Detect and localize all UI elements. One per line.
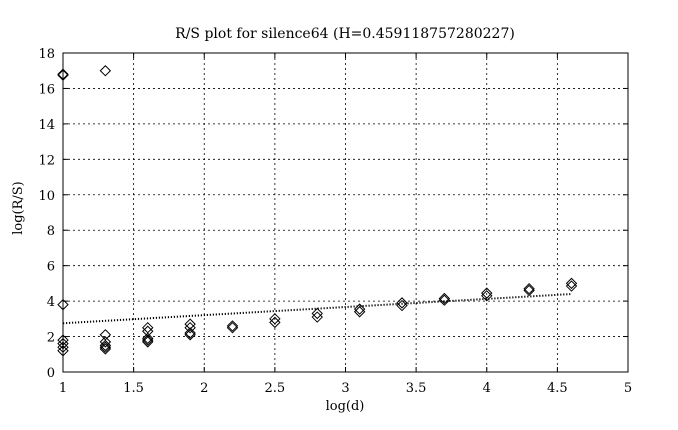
y-tick-label: 18	[38, 47, 55, 62]
data-point-diamond	[99, 336, 112, 348]
chart-title: R/S plot for silence64 (H=0.459118757280…	[175, 26, 515, 42]
y-tick-labels: 0 2 4 6 8 10 12 14 16 18	[38, 47, 55, 381]
data-point-diamond	[226, 320, 239, 332]
data-point-diamond	[184, 321, 196, 334]
x-tick-labels: 1 1.5 2 2.5 3 3.5 4 4.5 5	[59, 381, 632, 396]
x-tick-label: 4.5	[547, 381, 568, 396]
data-point-diamond	[565, 277, 578, 290]
data-point-diamond	[269, 316, 281, 329]
x-tick-label: 2.5	[265, 381, 286, 396]
data-point-diamond	[523, 282, 535, 295]
y-tick-label: 14	[38, 118, 55, 133]
y-tick-label: 4	[47, 295, 55, 310]
fit-line	[62, 293, 572, 325]
y-tick-label: 16	[38, 82, 55, 97]
data-point-diamond	[99, 65, 112, 77]
data-point-diamond	[184, 329, 196, 341]
data-point-diamond	[396, 299, 408, 312]
data-point-diamond	[396, 297, 408, 309]
data-point-diamond	[523, 284, 535, 297]
grid-layer	[63, 53, 628, 372]
data-point-diamond	[99, 329, 112, 341]
x-tick-label: 3	[341, 381, 349, 396]
x-tick-label: 4	[483, 381, 491, 396]
y-tick-label: 8	[47, 224, 55, 239]
data-point-diamond	[99, 343, 112, 355]
data-point-diamond	[269, 313, 281, 325]
data-point-diamond	[481, 290, 493, 302]
plot-frame	[62, 52, 629, 373]
x-tick-label: 5	[624, 381, 632, 396]
data-point-diamond	[311, 307, 323, 320]
y-tick-label: 2	[47, 331, 55, 346]
x-axis-label: log(d)	[326, 399, 365, 414]
data-point-diamond	[226, 321, 239, 334]
data-point-diamond	[99, 339, 112, 352]
data-point-diamond	[438, 294, 451, 306]
x-tick-label: 1	[59, 381, 67, 396]
y-tick-label: 12	[38, 153, 55, 168]
data-point-diamond	[481, 287, 493, 299]
data-point-diamond	[142, 336, 154, 348]
data-point-diamond	[184, 327, 196, 339]
y-axis-label: log(R/S)	[11, 181, 26, 235]
data-point-diamond	[142, 332, 154, 345]
x-tick-label: 3.5	[406, 381, 427, 396]
data-point-diamond	[353, 306, 366, 318]
fit-line-layer	[62, 293, 572, 325]
y-tick-label: 10	[38, 189, 55, 204]
y-tick-label: 6	[47, 260, 55, 275]
x-tick-label: 2	[200, 381, 208, 396]
data-point-diamond	[142, 321, 154, 334]
data-point-diamond	[142, 334, 154, 346]
data-point-diamond	[99, 341, 112, 353]
y-tick-label: 0	[47, 366, 55, 381]
data-point-diamond	[438, 292, 451, 305]
data-points-layer	[57, 65, 578, 357]
data-point-diamond	[353, 303, 366, 315]
data-point-diamond	[565, 280, 578, 292]
data-point-diamond	[311, 311, 323, 323]
x-tick-label: 1.5	[123, 381, 144, 396]
